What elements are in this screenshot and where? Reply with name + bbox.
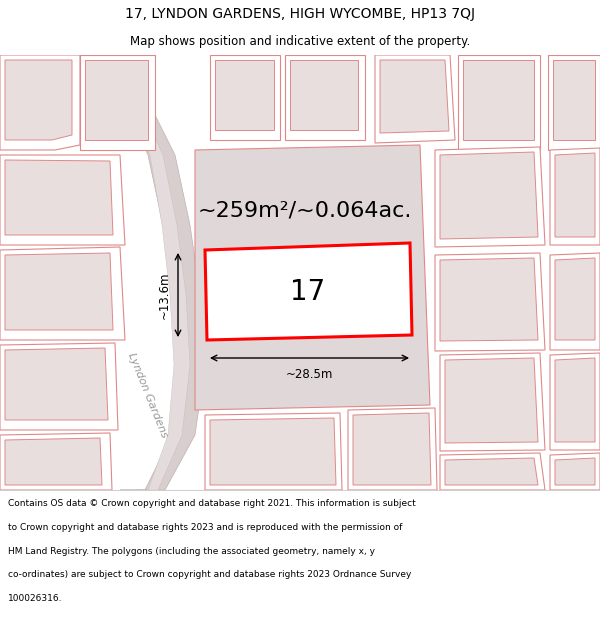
Polygon shape bbox=[353, 413, 431, 485]
Polygon shape bbox=[548, 55, 600, 150]
Polygon shape bbox=[5, 160, 113, 235]
Text: 17: 17 bbox=[290, 278, 326, 306]
Polygon shape bbox=[210, 418, 336, 485]
Polygon shape bbox=[458, 55, 540, 150]
Polygon shape bbox=[440, 353, 545, 451]
Polygon shape bbox=[80, 55, 155, 150]
Text: 17, LYNDON GARDENS, HIGH WYCOMBE, HP13 7QJ: 17, LYNDON GARDENS, HIGH WYCOMBE, HP13 7… bbox=[125, 7, 475, 21]
Polygon shape bbox=[195, 145, 430, 410]
Polygon shape bbox=[120, 115, 205, 490]
Polygon shape bbox=[205, 243, 412, 340]
Text: Lyndon Gardens: Lyndon Gardens bbox=[127, 351, 170, 439]
Polygon shape bbox=[5, 348, 108, 420]
Polygon shape bbox=[435, 253, 545, 351]
Polygon shape bbox=[348, 408, 437, 490]
Text: Contains OS data © Crown copyright and database right 2021. This information is : Contains OS data © Crown copyright and d… bbox=[8, 499, 416, 509]
Text: 100026316.: 100026316. bbox=[8, 594, 62, 603]
Polygon shape bbox=[205, 413, 342, 490]
Polygon shape bbox=[375, 55, 455, 143]
Polygon shape bbox=[553, 60, 595, 140]
Text: Map shows position and indicative extent of the property.: Map shows position and indicative extent… bbox=[130, 35, 470, 48]
Polygon shape bbox=[0, 55, 80, 150]
Text: to Crown copyright and database rights 2023 and is reproduced with the permissio: to Crown copyright and database rights 2… bbox=[8, 523, 402, 532]
Polygon shape bbox=[440, 258, 538, 341]
Polygon shape bbox=[136, 120, 190, 490]
Polygon shape bbox=[440, 453, 545, 490]
Polygon shape bbox=[210, 55, 280, 140]
Polygon shape bbox=[5, 438, 102, 485]
Polygon shape bbox=[290, 60, 358, 130]
Text: ~28.5m: ~28.5m bbox=[286, 368, 333, 381]
Polygon shape bbox=[555, 358, 595, 442]
Text: HM Land Registry. The polygons (including the associated geometry, namely x, y: HM Land Registry. The polygons (includin… bbox=[8, 547, 375, 556]
Polygon shape bbox=[0, 433, 112, 490]
Polygon shape bbox=[550, 453, 600, 490]
Polygon shape bbox=[435, 147, 545, 247]
Polygon shape bbox=[215, 60, 274, 130]
Polygon shape bbox=[550, 353, 600, 450]
Text: ~259m²/~0.064ac.: ~259m²/~0.064ac. bbox=[198, 200, 412, 220]
Text: co-ordinates) are subject to Crown copyright and database rights 2023 Ordnance S: co-ordinates) are subject to Crown copyr… bbox=[8, 571, 411, 579]
Polygon shape bbox=[285, 55, 365, 140]
Polygon shape bbox=[440, 152, 538, 239]
Polygon shape bbox=[0, 155, 125, 245]
Polygon shape bbox=[550, 253, 600, 350]
Polygon shape bbox=[5, 60, 72, 140]
Polygon shape bbox=[85, 60, 148, 140]
Polygon shape bbox=[0, 247, 125, 340]
Polygon shape bbox=[463, 60, 534, 140]
Polygon shape bbox=[0, 343, 118, 430]
Polygon shape bbox=[380, 60, 449, 133]
Polygon shape bbox=[445, 458, 538, 485]
Text: ~13.6m: ~13.6m bbox=[157, 271, 170, 319]
Polygon shape bbox=[445, 358, 538, 443]
Polygon shape bbox=[555, 258, 595, 340]
Polygon shape bbox=[555, 458, 595, 485]
Polygon shape bbox=[550, 148, 600, 245]
Polygon shape bbox=[555, 153, 595, 237]
Polygon shape bbox=[5, 253, 113, 330]
